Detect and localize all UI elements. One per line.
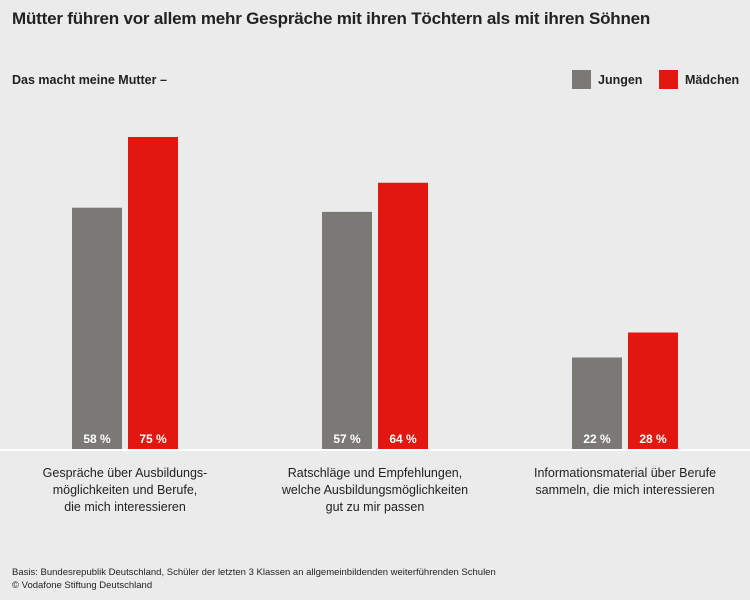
category-label-line: sammeln, die mich interessieren xyxy=(535,483,715,497)
data-label: 22 % xyxy=(583,432,611,446)
data-label: 57 % xyxy=(333,432,361,446)
footer-basis: Basis: Bundesrepublik Deutschland, Schül… xyxy=(12,567,496,578)
bar-jungen-0 xyxy=(72,207,122,449)
legend-swatch-jungen xyxy=(572,70,591,89)
legend-label-jungen: Jungen xyxy=(598,72,643,87)
category-label-line: gut zu mir passen xyxy=(325,500,425,514)
legend-swatch-maedchen xyxy=(659,70,678,89)
bar-mädchen-0 xyxy=(128,137,178,449)
category-label: Gespräche über Ausbildungs-möglichkeiten… xyxy=(5,465,245,516)
category-label-line: welche Ausbildungsmöglichkeiten xyxy=(281,483,469,497)
category-label-line: Informationsmaterial über Berufe xyxy=(533,466,717,480)
chart-subtitle: Das macht meine Mutter – xyxy=(12,73,167,87)
bar-mädchen-2 xyxy=(628,332,678,449)
chart-title: Mütter führen vor allem mehr Gespräche m… xyxy=(12,9,651,28)
category-label-line: die mich interessieren xyxy=(64,500,186,514)
category-label-line: möglichkeiten und Berufe, xyxy=(52,483,198,497)
legend-item-maedchen: Mädchen xyxy=(659,70,739,89)
footer-copyright: © Vodafone Stiftung Deutschland xyxy=(12,580,153,591)
data-label: 58 % xyxy=(83,432,111,446)
bar-mädchen-1 xyxy=(378,182,428,449)
category-label: Ratschläge und Empfehlungen, welche Ausbi… xyxy=(255,465,495,516)
category-label: Informationsmaterial über Berufe sammeln,… xyxy=(505,465,745,499)
legend-label-maedchen: Mädchen xyxy=(685,72,740,87)
legend-item-jungen: Jungen xyxy=(572,70,642,89)
data-label: 64 % xyxy=(389,432,417,446)
bar-jungen-1 xyxy=(322,211,372,449)
category-label-line: Ratschläge und Empfehlungen, xyxy=(287,466,463,480)
data-label: 75 % xyxy=(139,432,167,446)
data-label: 28 % xyxy=(639,432,667,446)
bar-jungen-2 xyxy=(572,357,622,449)
category-label-line: Gespräche über Ausbildungs- xyxy=(42,466,208,480)
